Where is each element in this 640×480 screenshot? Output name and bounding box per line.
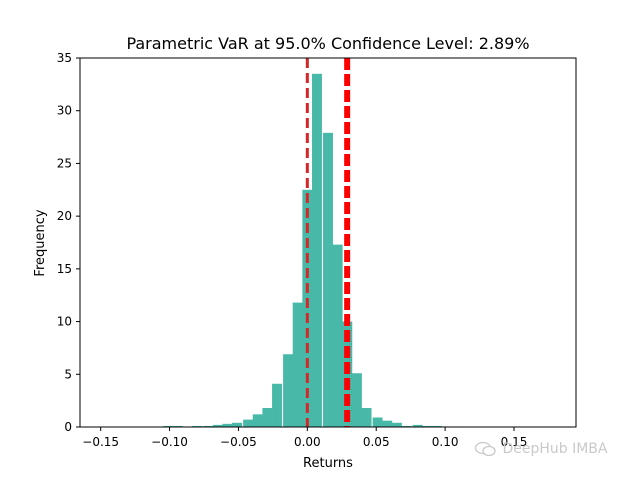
histogram-bar [262,408,273,427]
y-tick-label: 5 [64,367,72,381]
histogram-bar [292,302,303,427]
y-tick-label: 20 [57,209,72,223]
histogram-bar [422,425,433,427]
x-tick-label: 0.00 [294,435,321,449]
y-tick-label: 15 [57,262,72,276]
x-tick-label: 0.05 [363,435,390,449]
x-tick-label: −0.15 [82,435,119,449]
x-tick-label: −0.05 [220,435,257,449]
x-tick-label: −0.10 [151,435,188,449]
histogram-bar [243,419,254,427]
wechat-icon [474,441,498,457]
y-tick-label: 10 [57,315,72,329]
y-tick-label: 30 [57,104,72,118]
watermark: DeepHub IMBA [474,441,607,457]
vlines-group [305,58,351,427]
histogram-bar [232,422,243,427]
histogram-bar [283,354,294,427]
y-tick-label: 35 [57,51,72,65]
x-tick-label: 0.15 [501,435,528,449]
histogram-bar [203,425,214,427]
histogram-bar [361,408,372,427]
y-tick-label: 25 [57,156,72,170]
histogram-bar [342,321,353,427]
histogram-bar [372,417,383,427]
bars-group [163,73,463,428]
histogram-bar [323,132,333,427]
histogram-bar [212,424,223,427]
y-axis-ticks: 0 5 10 15 20 25 30 35 [57,51,80,434]
x-axis-ticks: −0.15 −0.10 −0.05 0.00 0.05 0.10 0.15 [82,427,527,449]
chart-title: Parametric VaR at 95.0% Confidence Level… [126,34,529,53]
histogram-bar [172,425,183,427]
histogram-bar [391,422,402,427]
histogram-bar [351,373,362,427]
histogram-bar [431,425,442,427]
y-axis-label: Frequency [33,209,48,276]
histogram-bar [163,425,174,427]
histogram-bar [252,414,263,427]
watermark-text: DeepHub IMBA [502,441,608,457]
histogram-bar [272,383,282,427]
histogram-bar [382,420,393,427]
histogram-bar [401,425,412,427]
y-tick-label: 0 [64,420,72,434]
histogram-bar [412,424,423,427]
x-tick-label: 0.10 [432,435,459,449]
x-axis-label: Returns [303,456,353,471]
histogram-bar [302,189,313,427]
plot-frame [79,57,577,428]
histogram-bar [332,244,343,427]
histogram-bar [312,73,322,428]
histogram-bar [222,423,233,427]
histogram-bar [192,425,203,427]
